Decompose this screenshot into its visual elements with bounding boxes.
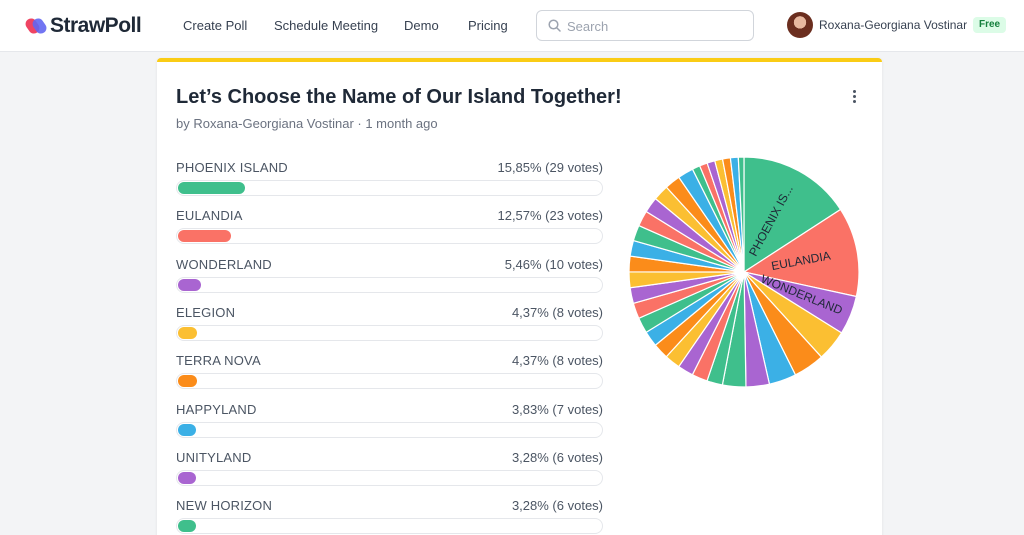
option-label: ELEGION: [176, 304, 236, 320]
more-options-icon[interactable]: [845, 86, 865, 108]
option-progress-track: [176, 469, 603, 486]
pie-slice: [743, 156, 842, 274]
option-result: 5,46% (10 votes): [504, 256, 603, 272]
option-progress-track: [176, 373, 603, 390]
option-progress-track: [176, 324, 603, 341]
option-progress-fill: [178, 278, 202, 291]
option-label: EULANDIA: [176, 208, 243, 224]
search-input[interactable]: [567, 16, 747, 36]
user-name[interactable]: Roxana-Georgiana Vostinar: [819, 18, 968, 32]
nav-schedule-meeting[interactable]: Schedule Meeting: [274, 18, 379, 33]
option-progress-fill: [178, 326, 197, 339]
poll-meta: by Roxana-Georgiana Vostinar · 1 month a…: [176, 116, 438, 131]
option-label: TERRA NOVA: [176, 353, 261, 369]
option-progress-track: [176, 518, 603, 535]
option-progress-track: [176, 228, 603, 245]
poll-option-row: ELEGION 4,37% (8 votes): [176, 305, 603, 353]
poll-title: Let’s Choose the Name of Our Island Toge…: [176, 86, 622, 108]
option-result: 12,57% (23 votes): [497, 208, 603, 224]
poll-option-row: PHOENIX ISLAND 15,85% (29 votes): [176, 160, 603, 208]
poll-option-row: WONDERLAND 5,46% (10 votes): [176, 257, 603, 305]
option-progress-fill: [178, 375, 197, 388]
logo-text: StrawPoll: [50, 14, 142, 37]
option-progress-fill: [178, 471, 196, 484]
option-progress-fill: [178, 230, 232, 243]
option-result: 15,85% (29 votes): [497, 160, 603, 175]
logo-icon: [23, 16, 49, 36]
poll-option-row: NEW HORIZON 3,28% (6 votes): [176, 498, 603, 535]
poll-option-row: UNITYLAND 3,28% (6 votes): [176, 450, 603, 498]
nav-create-poll[interactable]: Create Poll: [183, 18, 248, 33]
option-result: 3,28% (6 votes): [511, 498, 603, 514]
pie-slice: [742, 208, 860, 298]
nav-demo[interactable]: Demo: [404, 18, 439, 33]
option-result: 3,83% (7 votes): [511, 401, 603, 417]
top-navbar: StrawPoll Create Poll Schedule Meeting D…: [0, 0, 1024, 52]
option-label: UNITYLAND: [176, 449, 252, 465]
option-label: WONDERLAND: [176, 256, 272, 272]
option-progress-track: [176, 421, 603, 438]
option-result: 4,37% (8 votes): [511, 304, 603, 320]
strawpoll-logo[interactable]: StrawPoll: [23, 12, 142, 40]
poll-option-row: EULANDIA 12,57% (23 votes): [176, 208, 603, 256]
option-progress-track: [176, 180, 603, 196]
poll-option-row: HAPPYLAND 3,83% (7 votes): [176, 402, 603, 450]
avatar[interactable]: [787, 12, 813, 38]
option-label: HAPPYLAND: [176, 401, 257, 417]
nav-pricing[interactable]: Pricing: [468, 18, 508, 33]
option-progress-track: [176, 276, 603, 293]
search-icon: [548, 19, 561, 32]
option-result: 3,28% (6 votes): [511, 449, 603, 465]
option-result: 4,37% (8 votes): [511, 353, 603, 369]
plan-badge: Free: [973, 17, 1007, 33]
option-label: PHOENIX ISLAND: [176, 160, 288, 175]
option-label: NEW HORIZON: [176, 498, 273, 514]
poll-option-row: TERRA NOVA 4,37% (8 votes): [176, 353, 603, 401]
option-progress-fill: [178, 520, 196, 533]
option-progress-fill: [178, 182, 246, 194]
option-progress-fill: [178, 423, 196, 436]
search-box[interactable]: [536, 10, 754, 41]
poll-card: Let’s Choose the Name of Our Island Toge…: [157, 58, 882, 535]
pie-slice: [737, 156, 745, 273]
